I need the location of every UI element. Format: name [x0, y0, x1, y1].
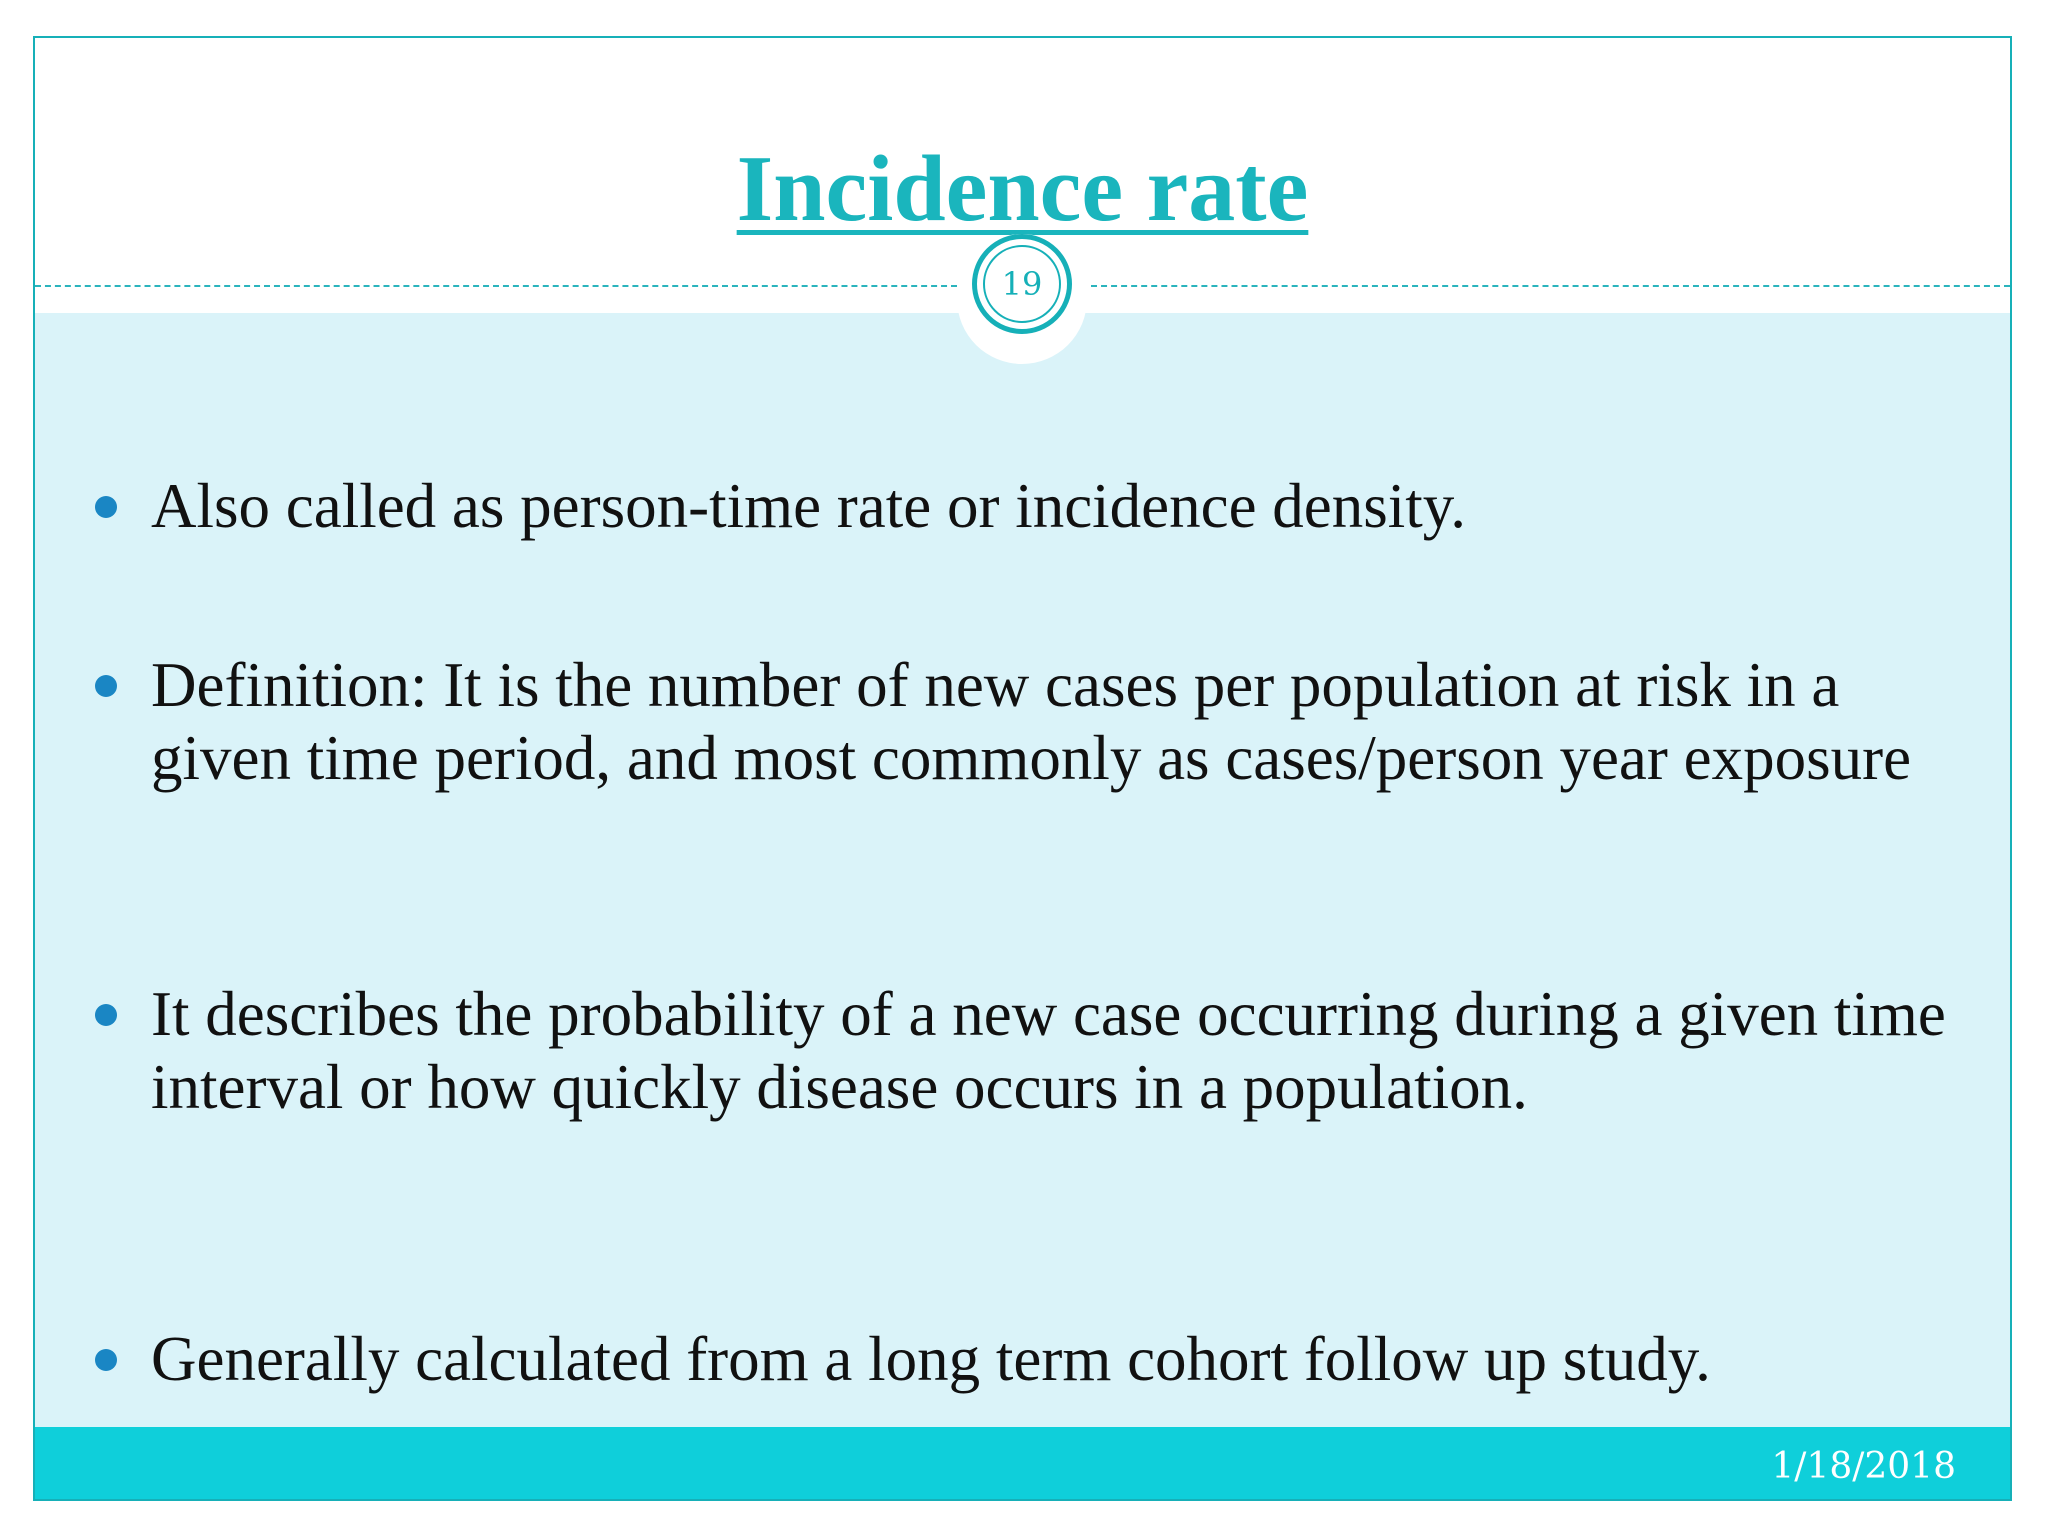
slide-number: 19 [983, 245, 1061, 323]
bullet-icon [95, 1004, 117, 1026]
bullet-item: It describes the probability of a new ca… [151, 979, 1946, 1122]
bullet-list: Also called as person-time rate or incid… [35, 38, 2010, 1499]
slide-date: 1/18/2018 [1771, 1446, 1956, 1487]
bullet-icon [95, 675, 117, 697]
slide-number-badge: 19 [972, 234, 1072, 334]
slide: Incidence rate 19 Also called as person-… [33, 36, 2012, 1501]
footer-bar: 1/18/2018 [35, 1427, 2010, 1499]
slide-title: Incidence rate [736, 137, 1309, 241]
bullet-icon [95, 496, 117, 518]
header-divider-right [1091, 285, 2010, 287]
header-divider-left [35, 285, 957, 287]
bullet-item: Generally calculated from a long term co… [151, 1324, 1711, 1394]
content-background [35, 313, 2010, 1475]
bullet-item: Also called as person-time rate or incid… [151, 471, 1466, 541]
bullet-icon [95, 1349, 117, 1371]
bullet-item: Definition: It is the number of new case… [151, 650, 1912, 793]
